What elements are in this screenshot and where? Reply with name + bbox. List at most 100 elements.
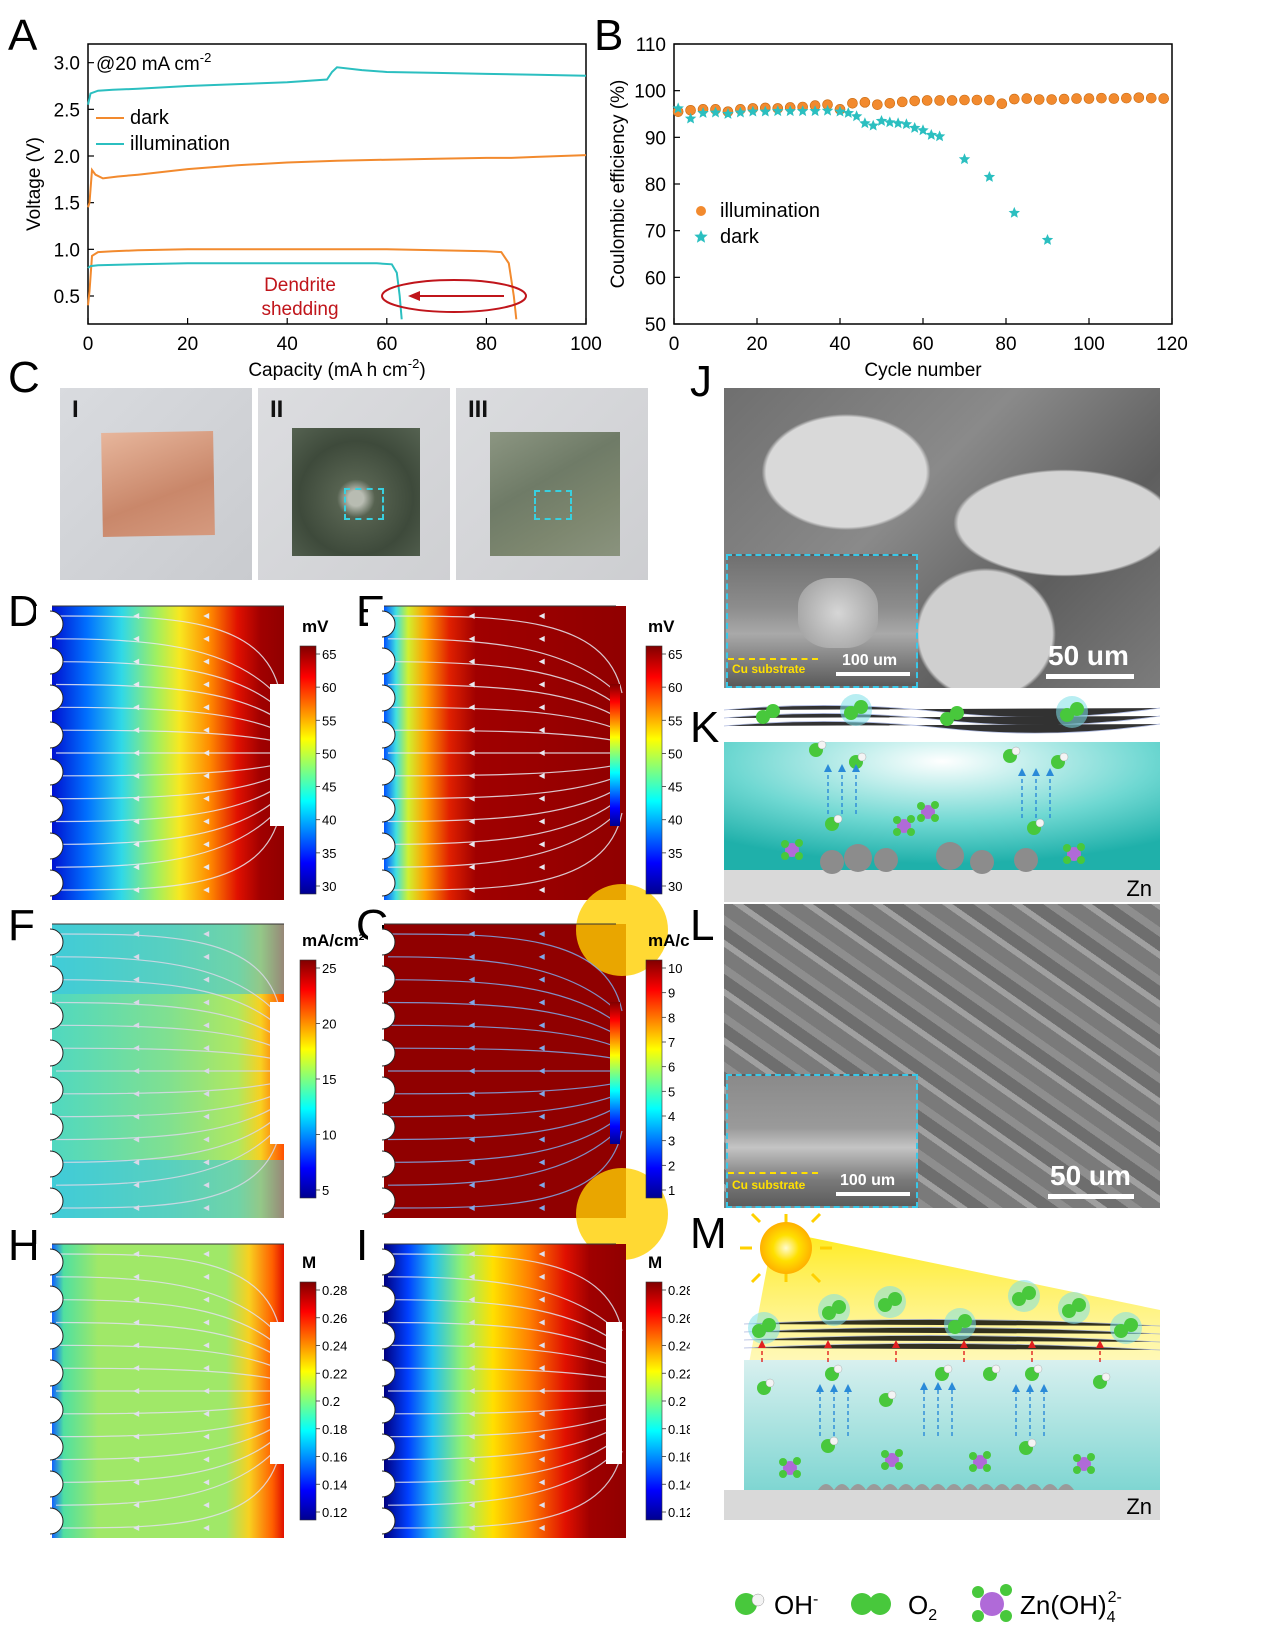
streamline: [55, 1415, 273, 1438]
panel-label-l: L: [690, 901, 715, 950]
streamline-arrow: [133, 887, 140, 893]
panel-label-d: D: [8, 587, 40, 636]
streamline-arrow: [468, 1525, 475, 1531]
chart-a-annotation: @20 mA cm-2: [96, 50, 211, 75]
b-point-illumination: [1083, 93, 1095, 104]
a-series-dark-discharge: [87, 248, 518, 320]
dark-sample: [292, 428, 420, 556]
b-ytick-label: 50: [645, 315, 666, 336]
streamline-arrow: [538, 1090, 545, 1097]
flux-arrow-head: [1040, 1384, 1048, 1392]
streamline: [55, 1253, 281, 1332]
streamline-arrow: [203, 1273, 210, 1280]
streamline-arrow: [538, 727, 545, 734]
streamline-arrow: [538, 953, 545, 960]
streamline-arrow: [133, 1182, 140, 1189]
sem-j-substrate-line: [728, 658, 818, 660]
streamline-arrow: [203, 727, 210, 734]
zn-ligand: [1073, 1454, 1081, 1462]
b-point-illumination: [1033, 94, 1045, 105]
panel-label-j: J: [690, 357, 712, 406]
streamline-arrow: [133, 1365, 140, 1372]
panel-label-b: B: [594, 11, 624, 60]
legend-zn-label: Zn(OH)42-: [1020, 1589, 1122, 1626]
a-xtick-label: 0: [83, 334, 94, 355]
map-e-electrode: [610, 684, 620, 826]
b-point-illumination: [996, 98, 1008, 110]
sem-j-scalebar: [1046, 674, 1134, 679]
flux-arrow-head: [838, 764, 846, 772]
streamline-arrow: [538, 1136, 545, 1143]
a-series-illumination-discharge: [87, 262, 403, 320]
streamline-arrow: [133, 1090, 140, 1097]
streamline: [387, 683, 615, 716]
streamline-arrow: [538, 841, 545, 848]
flux-arrow-head: [830, 1384, 838, 1392]
streamline-arrow: [133, 1388, 140, 1394]
streamline: [387, 1047, 615, 1060]
panel-label-f: F: [8, 901, 35, 950]
streamline-arrow: [133, 999, 140, 1006]
streamline: [387, 1367, 615, 1380]
b-point-dark: [933, 130, 946, 142]
b-xtick-label: 0: [669, 334, 680, 355]
streamline-arrow: [203, 1433, 210, 1440]
b-point-illumination: [959, 94, 970, 106]
zn-center: [1077, 1457, 1091, 1471]
streamline: [387, 1082, 615, 1095]
streamline: [387, 638, 615, 691]
streamline-arrow: [538, 1113, 545, 1120]
streamline-arrow: [538, 1159, 545, 1166]
oh-h: [765, 1378, 775, 1388]
streamline: [55, 1095, 273, 1118]
zn-center: [973, 1455, 987, 1469]
streamline: [387, 1095, 615, 1118]
sem-image-j: Cu substrate 100 um 50 um: [724, 388, 1160, 688]
zn-ligand: [793, 1457, 801, 1465]
streamline: [387, 615, 623, 694]
streamline-arrow: [468, 795, 475, 802]
m-sun: [760, 1222, 812, 1274]
b-point-dark: [850, 110, 863, 122]
streamline-arrow: [538, 1525, 545, 1531]
streamline-arrow: [133, 1045, 140, 1052]
colorbar-tick-label: 0.26: [668, 1311, 690, 1326]
colorbar-tick-label: 25: [322, 961, 336, 976]
streamline-arrow: [468, 772, 475, 779]
zn-ligand: [983, 1451, 991, 1459]
streamline: [55, 1047, 273, 1060]
oh-h: [833, 1364, 843, 1374]
zn-ligand: [893, 816, 901, 824]
streamline: [387, 1450, 623, 1529]
streamline-arrow: [133, 1251, 140, 1257]
flux-arrow-head: [816, 1384, 824, 1392]
m-light-beam: [744, 1230, 1160, 1390]
zn-ligand: [983, 1464, 991, 1472]
species-legend: OH- O2 Zn(OH)42-: [735, 1584, 1122, 1626]
b-point-dark: [884, 116, 896, 128]
zn-ligand: [895, 1449, 903, 1457]
zn-ligand: [795, 839, 803, 847]
b-point-dark: [925, 129, 937, 140]
scallop-mask: [36, 606, 50, 900]
streamline: [55, 1108, 273, 1141]
b-ytick-label: 60: [645, 268, 666, 289]
streamline: [55, 1344, 273, 1367]
streamline: [387, 1133, 615, 1186]
dendrite-arrow-head: [408, 291, 420, 301]
streamline: [387, 1253, 623, 1332]
streamline-arrow: [538, 681, 545, 688]
colorbar-tick-label: 0.12: [668, 1505, 690, 1520]
streamline-arrow: [538, 1365, 545, 1372]
zn-center: [885, 1453, 899, 1467]
dendrite-label-2: shedding: [261, 299, 338, 320]
colorbar-tick-label: 35: [668, 846, 682, 861]
colorbar-tick-label: 10: [322, 1128, 336, 1143]
b-point-dark: [809, 105, 821, 117]
streamline-arrow: [203, 818, 210, 825]
streamline-arrow: [468, 1090, 475, 1097]
a-xtick-label: 60: [376, 334, 397, 355]
streamline-arrow: [468, 750, 475, 756]
streamline-arrow: [133, 727, 140, 734]
zn-ligand: [917, 814, 925, 822]
